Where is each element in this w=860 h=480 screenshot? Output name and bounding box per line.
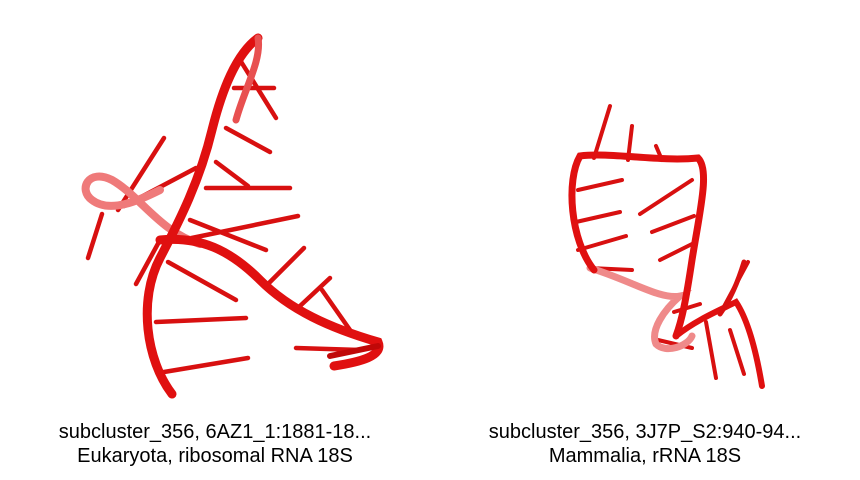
backbone-loop-left [81,172,204,248]
structure-caption-right: subcluster_356, 3J7P_S2:940-94... Mammal… [430,420,860,468]
rna-structure-image-right [568,104,765,389]
base-sticks-right [574,104,750,380]
structure-panel-right: subcluster_356, 3J7P_S2:940-94... Mammal… [430,0,860,480]
structure-caption-left: subcluster_356, 6AZ1_1:1881-18... Eukary… [0,420,430,468]
backbone-strand-left-1 [142,33,263,399]
rna-structure-image-left [81,33,384,399]
caption-subtitle-left: Eukaryota, ribosomal RNA 18S [77,445,353,467]
caption-title-left: subcluster_356, 6AZ1_1:1881-18... [58,421,372,443]
backbone-loop-right [586,264,696,352]
caption-subtitle-right: Mammalia, rRNA 18S [548,445,742,467]
backbone-strand-left-3 [155,234,384,371]
caption-title-right: subcluster_356, 3J7P_S2:940-94... [488,421,802,443]
backbone-strand-right-1 [568,151,708,340]
structure-panel-left: subcluster_356, 6AZ1_1:1881-18... Eukary… [0,33,430,468]
backbone-strand-right-3 [717,259,747,317]
backbone-arrow-left [327,343,381,359]
backbone-strand-right-2 [673,298,765,389]
backbone-strand-left-2 [232,34,263,124]
